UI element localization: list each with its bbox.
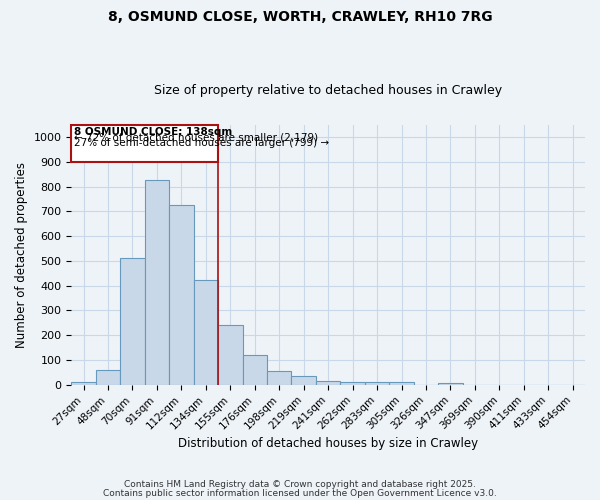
- Bar: [365, 382, 389, 385]
- Text: ← 72% of detached houses are smaller (2,179): ← 72% of detached houses are smaller (2,…: [74, 132, 318, 142]
- Bar: [169, 205, 194, 385]
- Bar: [71, 382, 96, 385]
- Y-axis label: Number of detached properties: Number of detached properties: [15, 162, 28, 348]
- Bar: [267, 371, 292, 385]
- Bar: [242, 355, 267, 385]
- Text: Contains public sector information licensed under the Open Government Licence v3: Contains public sector information licen…: [103, 489, 497, 498]
- Bar: [218, 326, 242, 385]
- Text: 8 OSMUND CLOSE: 138sqm: 8 OSMUND CLOSE: 138sqm: [74, 127, 232, 137]
- Text: Contains HM Land Registry data © Crown copyright and database right 2025.: Contains HM Land Registry data © Crown c…: [124, 480, 476, 489]
- Bar: [389, 382, 414, 385]
- Bar: [438, 383, 463, 385]
- Text: 27% of semi-detached houses are larger (799) →: 27% of semi-detached houses are larger (…: [74, 138, 329, 148]
- Bar: [292, 376, 316, 385]
- Bar: [96, 370, 120, 385]
- Title: Size of property relative to detached houses in Crawley: Size of property relative to detached ho…: [154, 84, 502, 97]
- Bar: [145, 180, 169, 385]
- X-axis label: Distribution of detached houses by size in Crawley: Distribution of detached houses by size …: [178, 437, 478, 450]
- Text: 8, OSMUND CLOSE, WORTH, CRAWLEY, RH10 7RG: 8, OSMUND CLOSE, WORTH, CRAWLEY, RH10 7R…: [107, 10, 493, 24]
- Bar: [340, 382, 365, 385]
- Bar: [120, 258, 145, 385]
- Bar: [316, 381, 340, 385]
- FancyBboxPatch shape: [71, 125, 218, 162]
- Bar: [194, 280, 218, 385]
